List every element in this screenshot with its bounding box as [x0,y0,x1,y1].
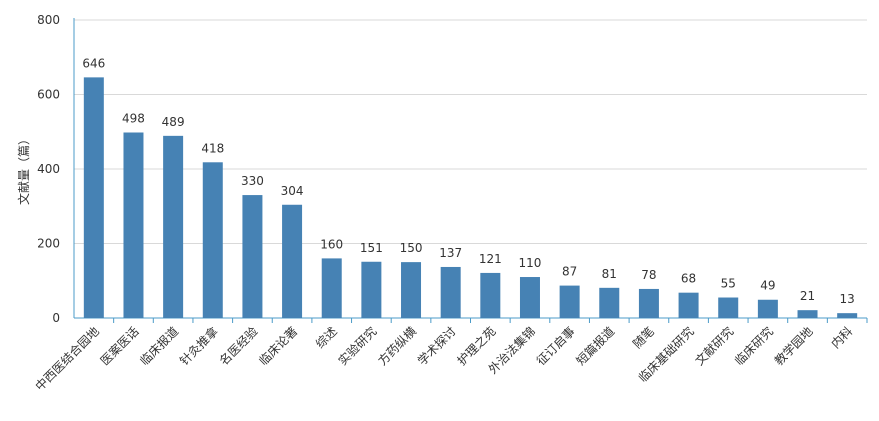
bar [123,132,144,318]
bar [480,272,501,318]
data-label: 304 [281,184,304,198]
bar [638,288,659,318]
category-label: 文献研究 [692,324,737,369]
bar [718,297,739,318]
bar [678,292,699,318]
data-label: 49 [760,279,775,293]
category-label: 方药纵横 [375,324,420,369]
category-label: 学术探讨 [414,324,459,369]
gridlines [74,19,867,244]
data-label: 646 [82,56,105,70]
data-label: 137 [439,246,462,260]
data-label: 78 [641,268,656,282]
bar [163,135,184,318]
data-labels: 646 498 489 418 330 304 160 151 150 137 121 110 87 81… [82,56,854,306]
y-tick-label: 600 [37,88,60,102]
bar [202,162,223,318]
data-label: 21 [800,289,815,303]
bar [559,285,580,318]
data-label: 81 [602,267,617,281]
data-label: 13 [840,292,855,306]
bar [837,313,858,318]
bars [83,77,858,319]
category-label: 临床研究 [731,324,776,369]
category-label: 医案医话 [97,324,142,369]
category-label: 中西医结合园地 [32,324,102,394]
data-label: 160 [320,237,343,251]
bar [282,204,303,318]
data-label: 110 [519,256,542,270]
y-tick-label: 0 [52,311,60,325]
data-label: 151 [360,241,383,255]
category-label: 征订启事 [534,324,578,368]
data-label: 150 [400,241,423,255]
bar [440,266,461,318]
data-label: 121 [479,252,502,266]
bar [83,77,104,319]
category-label: 针灸推拿 [176,324,221,369]
data-label: 489 [162,115,185,129]
bar [321,258,342,318]
bar [401,262,422,318]
bar [519,277,540,318]
bar [242,195,263,318]
category-label: 综述 [313,324,340,351]
category-label: 实验研究 [335,324,380,369]
category-label: 短篇报道 [573,324,618,369]
category-label: 教学园地 [771,324,816,369]
data-label: 55 [721,277,736,291]
data-label: 418 [201,141,224,155]
bar [599,287,620,318]
data-label: 87 [562,265,577,279]
y-tick-label: 400 [37,162,60,176]
y-tick-label: 800 [37,13,60,27]
y-tick-label: 200 [37,237,60,251]
data-label: 68 [681,272,696,286]
data-label: 330 [241,174,264,188]
bar [361,261,382,318]
category-label: 内科 [828,324,855,351]
data-label: 498 [122,111,145,125]
category-label: 临床报道 [137,324,182,369]
category-label: 随笔 [629,324,657,352]
bar [757,299,778,318]
category-label: 临床论著 [256,324,300,368]
category-label: 名医经验 [216,324,261,369]
bar [797,310,818,318]
y-axis-title: 文献量（篇） [16,133,31,205]
